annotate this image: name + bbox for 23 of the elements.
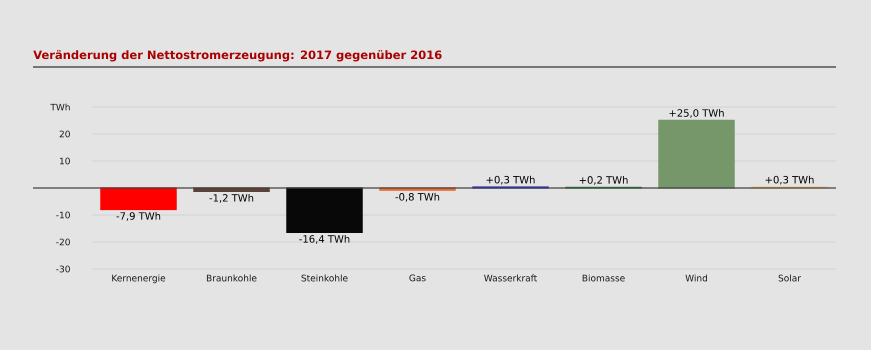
data-label: +0,2 TWh <box>580 176 628 185</box>
data-label: +25,0 TWh <box>669 109 724 118</box>
data-label: +0,3 TWh <box>766 176 814 184</box>
x-tick-label: Biomasse <box>582 274 625 282</box>
data-label: +0,3 TWh <box>486 176 535 184</box>
data-label: -0,8 TWh <box>395 192 440 202</box>
data-label: -1,2 TWh <box>209 194 254 203</box>
x-tick-label: Wind <box>685 274 708 282</box>
y-tick-label: 20 <box>60 130 70 138</box>
x-tick-label: Braunkohle <box>206 274 257 282</box>
y-tick-label: -20 <box>56 238 70 246</box>
chart-title: Veränderung der Nettostromerzeugung: 2017 gegenüber 2016 <box>33 50 442 62</box>
x-tick-label: Kernenergie <box>112 274 166 284</box>
x-tick-label: Steinkohle <box>302 274 348 282</box>
y-tick-label: -30 <box>56 266 70 272</box>
x-tick-label: Wasserkraft <box>484 274 538 282</box>
data-label: -7,9 TWh <box>116 212 160 221</box>
y-tick-label: 10 <box>60 158 70 164</box>
data-label: -16,4 TWh <box>299 234 350 244</box>
y-tick-label: TWh <box>50 104 70 110</box>
x-tick-label: Gas <box>409 274 426 282</box>
y-tick-label: -10 <box>56 212 70 218</box>
x-tick-label: Solar <box>778 274 801 282</box>
